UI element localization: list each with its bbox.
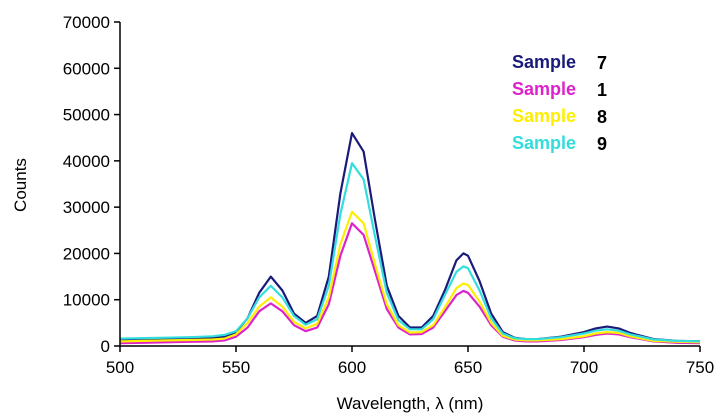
legend-number: 8: [597, 107, 607, 127]
legend: Sample 7 Sample 1 Sample 8 Sample 9: [512, 52, 607, 154]
y-tick-label: 50000: [63, 106, 110, 125]
series-layer: [119, 132, 701, 345]
legend-number: 1: [597, 80, 607, 100]
legend-label: Sample: [512, 52, 576, 72]
x-tick-label: 500: [106, 358, 134, 377]
legend-item-sample-8: Sample 8: [512, 106, 607, 127]
series-line-sample-7: [119, 132, 701, 343]
legend-number: 7: [597, 53, 607, 73]
x-tick-label: 750: [686, 358, 714, 377]
y-tick-label: 20000: [63, 244, 110, 263]
y-tick-label: 10000: [63, 291, 110, 310]
legend-number: 9: [597, 134, 607, 154]
legend-label: Sample: [512, 106, 576, 126]
series-line-sample-9: [119, 162, 701, 343]
x-axis-title: Wavelength, λ (nm): [337, 394, 484, 413]
y-tick-label: 70000: [63, 13, 110, 32]
x-tick-label: 700: [570, 358, 598, 377]
y-tick-label: 30000: [63, 198, 110, 217]
x-tick-label: 550: [222, 358, 250, 377]
legend-item-sample-9: Sample 9: [512, 133, 607, 154]
legend-label: Sample: [512, 133, 576, 153]
y-axis-title: Counts: [11, 158, 30, 212]
series-line-sample-1: [119, 222, 701, 345]
y-tick-label: 0: [101, 337, 110, 356]
series-line-sample-8: [119, 210, 701, 344]
x-tick-label: 650: [454, 358, 482, 377]
legend-label: Sample: [512, 79, 576, 99]
legend-item-sample-7: Sample 7: [512, 52, 607, 73]
y-tick-label: 40000: [63, 152, 110, 171]
legend-item-sample-1: Sample 1: [512, 79, 607, 100]
y-tick-label: 60000: [63, 59, 110, 78]
x-tick-label: 600: [338, 358, 366, 377]
axes-layer: 0 10000 20000 30000 40000 50000 60000 70000 500 5…: [63, 13, 714, 377]
